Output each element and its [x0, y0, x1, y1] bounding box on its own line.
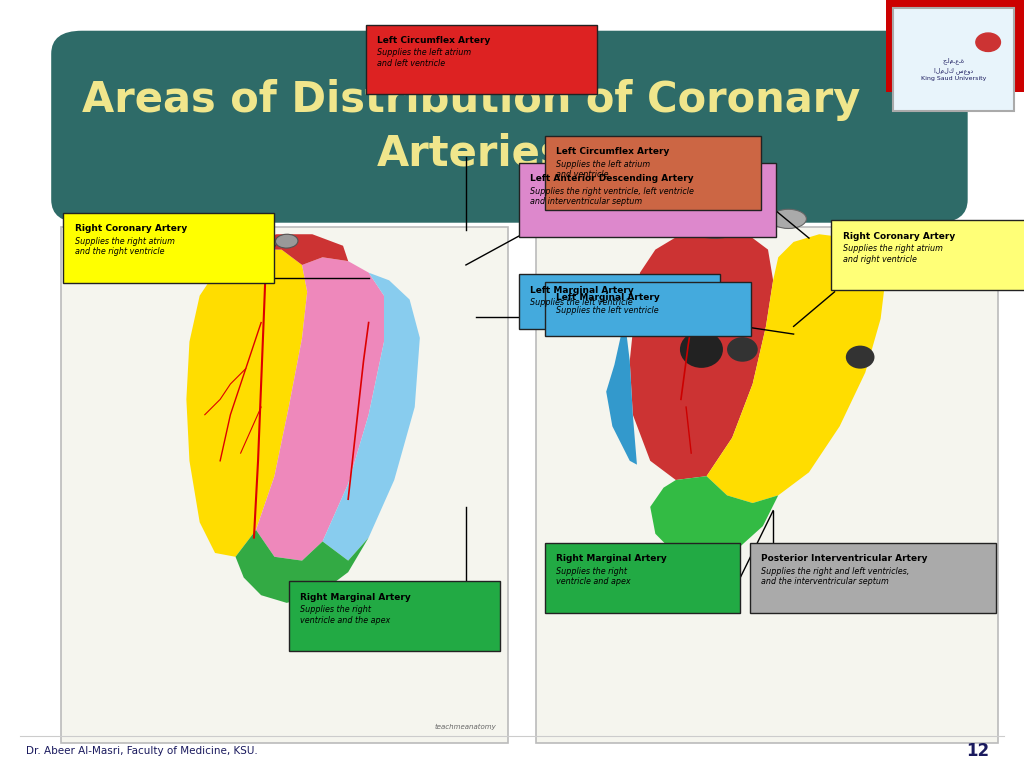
FancyBboxPatch shape	[545, 136, 761, 210]
Text: teachmeanatomy: teachmeanatomy	[435, 723, 497, 730]
FancyBboxPatch shape	[831, 220, 1024, 290]
Polygon shape	[650, 476, 778, 561]
Text: Left Marginal Artery: Left Marginal Artery	[530, 286, 634, 295]
FancyBboxPatch shape	[366, 25, 597, 94]
Text: Supplies the right
ventricle and the apex: Supplies the right ventricle and the ape…	[300, 605, 390, 624]
Text: جـامـعـة
الملك سعود
King Saud University: جـامـعـة الملك سعود King Saud University	[921, 58, 986, 81]
FancyBboxPatch shape	[51, 31, 968, 223]
Text: Supplies the left atrium
and ventricle: Supplies the left atrium and ventricle	[556, 160, 650, 179]
Ellipse shape	[722, 203, 773, 227]
Bar	[886, 0, 1024, 92]
Text: Left Circumflex Artery: Left Circumflex Artery	[377, 36, 490, 45]
Text: Right Marginal Artery: Right Marginal Artery	[300, 593, 411, 602]
FancyBboxPatch shape	[63, 213, 274, 283]
Text: Supplies the left ventricle: Supplies the left ventricle	[556, 306, 658, 315]
Ellipse shape	[680, 331, 723, 368]
Ellipse shape	[275, 234, 298, 248]
FancyBboxPatch shape	[545, 282, 751, 336]
Text: Left Circumflex Artery: Left Circumflex Artery	[556, 147, 670, 157]
Polygon shape	[707, 234, 886, 503]
Ellipse shape	[246, 233, 276, 250]
Text: Left Marginal Artery: Left Marginal Artery	[556, 293, 659, 303]
FancyBboxPatch shape	[750, 543, 996, 613]
Polygon shape	[236, 530, 369, 603]
Circle shape	[976, 33, 1000, 51]
Polygon shape	[606, 319, 637, 465]
Text: © teachmaanatomy: © teachmaanatomy	[635, 217, 706, 223]
Ellipse shape	[674, 207, 739, 238]
Text: Supplies the left atrium
and left ventricle: Supplies the left atrium and left ventri…	[377, 48, 471, 68]
Text: Supplies the left ventricle: Supplies the left ventricle	[530, 298, 633, 307]
Text: Supplies the right atrium
and right ventricle: Supplies the right atrium and right vent…	[843, 244, 943, 263]
Text: Right Coronary Artery: Right Coronary Artery	[75, 224, 187, 233]
Text: Right Marginal Artery: Right Marginal Artery	[556, 554, 667, 564]
Text: Supplies the right ventricle, left ventricle
and interventricular septum: Supplies the right ventricle, left ventr…	[530, 187, 694, 206]
Ellipse shape	[771, 209, 807, 229]
Polygon shape	[630, 230, 773, 480]
Text: Supplies the right atrium
and the right ventricle: Supplies the right atrium and the right …	[75, 237, 175, 256]
Ellipse shape	[846, 346, 874, 369]
FancyBboxPatch shape	[519, 163, 776, 237]
Text: Right Coronary Artery: Right Coronary Artery	[843, 232, 955, 241]
Text: 12: 12	[967, 742, 989, 760]
Text: Dr. Abeer Al-Masri, Faculty of Medicine, KSU.: Dr. Abeer Al-Masri, Faculty of Medicine,…	[26, 746, 257, 756]
Bar	[893, 8, 1014, 111]
Text: Supplies the right and left ventricles,
and the interventricular septum: Supplies the right and left ventricles, …	[761, 567, 909, 586]
Polygon shape	[251, 234, 348, 265]
FancyBboxPatch shape	[519, 274, 720, 329]
Text: Areas of Distribution of Coronary
Arteries: Areas of Distribution of Coronary Arteri…	[82, 79, 860, 174]
FancyBboxPatch shape	[536, 227, 998, 743]
Text: Supplies the right
ventricle and apex: Supplies the right ventricle and apex	[556, 567, 631, 586]
Text: Left Anterior Descending Artery: Left Anterior Descending Artery	[530, 174, 694, 184]
FancyBboxPatch shape	[61, 227, 508, 743]
Polygon shape	[256, 257, 384, 561]
FancyBboxPatch shape	[545, 543, 740, 613]
Polygon shape	[186, 250, 307, 557]
FancyBboxPatch shape	[289, 581, 500, 651]
Text: Posterior Interventricular Artery: Posterior Interventricular Artery	[761, 554, 928, 564]
Polygon shape	[323, 273, 420, 561]
Ellipse shape	[727, 337, 758, 362]
